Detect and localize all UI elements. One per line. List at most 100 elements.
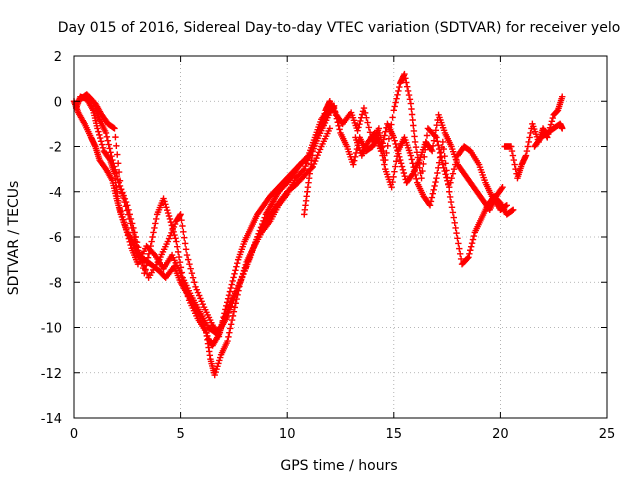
data-point (302, 163, 309, 170)
data-point (228, 316, 236, 324)
data-point (559, 125, 566, 132)
data-point (449, 209, 457, 216)
data-point (456, 250, 464, 258)
data-point (242, 264, 249, 271)
data-point (330, 104, 338, 112)
x-tick-label: 10 (279, 427, 296, 442)
data-point (384, 142, 391, 150)
data-point (237, 277, 245, 284)
data-point (507, 143, 515, 150)
data-point (408, 111, 416, 118)
data-point (178, 216, 185, 224)
x-axis-ticks: 0 5 10 15 20 25 (70, 56, 615, 442)
data-point (419, 167, 426, 175)
data-point (229, 312, 237, 320)
data-point (431, 182, 438, 190)
data-point (235, 283, 242, 291)
data-point (125, 211, 132, 218)
data-point (132, 238, 139, 245)
data-point (432, 127, 440, 134)
data-point (313, 154, 320, 162)
data-point (392, 99, 399, 106)
data-point (111, 163, 118, 170)
data-point (174, 243, 181, 250)
data-point (401, 70, 408, 78)
data-point (160, 195, 167, 202)
data-point (408, 105, 415, 113)
data-point (212, 368, 219, 376)
data-point (149, 233, 156, 241)
data-point (405, 91, 413, 99)
data-point (393, 158, 400, 165)
data-point (221, 310, 228, 317)
data-point (166, 215, 174, 223)
y-tick-label: -10 (41, 322, 62, 337)
x-axis-label: GPS time / hours (280, 458, 397, 474)
y-tick-label: -12 (41, 367, 62, 382)
y-tick-label: -14 (41, 412, 62, 427)
data-point (116, 205, 123, 212)
data-point (148, 238, 155, 245)
data-point (243, 261, 251, 268)
data-point (393, 95, 400, 102)
data-point (216, 354, 224, 361)
data-point (216, 329, 224, 336)
data-point (122, 225, 130, 233)
chart-title: Day 015 of 2016, Sidereal Day-to-day VTE… (58, 20, 621, 36)
data-point (526, 134, 533, 141)
data-point (457, 255, 465, 263)
data-point (111, 166, 119, 173)
data-point (257, 227, 264, 235)
data-point (153, 215, 160, 223)
data-point (399, 166, 407, 173)
data-point (423, 132, 431, 139)
data-point (223, 299, 231, 306)
data-point (326, 125, 334, 132)
data-point (169, 226, 176, 234)
data-point (103, 133, 111, 141)
data-point (404, 83, 411, 90)
data-point (214, 363, 221, 370)
data-point (136, 251, 143, 258)
data-point (524, 143, 532, 150)
data-point (113, 142, 120, 150)
data-point (230, 296, 237, 304)
data-point (137, 255, 145, 262)
data-point (411, 133, 418, 140)
data-point (176, 259, 184, 266)
data-point (120, 194, 127, 202)
data-point (508, 147, 516, 155)
data-point (469, 236, 477, 243)
data-point (128, 224, 136, 232)
data-point (111, 125, 118, 132)
data-point (254, 233, 262, 240)
data-point (195, 292, 203, 299)
data-point (379, 140, 387, 147)
data-point (151, 224, 158, 232)
data-point (146, 246, 154, 254)
data-point (511, 161, 518, 168)
data-point (451, 219, 458, 226)
data-point (498, 185, 505, 192)
data-point (470, 232, 478, 240)
data-point (389, 114, 396, 121)
data-point (549, 114, 556, 122)
data-point (411, 138, 419, 146)
y-tick-label: 2 (54, 50, 62, 65)
data-point (351, 153, 359, 161)
data-point (380, 156, 387, 164)
data-point (450, 214, 458, 221)
data-point (355, 124, 362, 131)
data-point (465, 254, 472, 261)
data-point (222, 306, 229, 313)
data-point (361, 109, 369, 117)
data-point (375, 125, 383, 132)
data-point (119, 213, 126, 221)
x-tick-label: 25 (599, 427, 616, 442)
data-point (395, 150, 402, 157)
data-point (455, 240, 462, 247)
data-point (183, 251, 191, 259)
data-point (213, 365, 220, 373)
